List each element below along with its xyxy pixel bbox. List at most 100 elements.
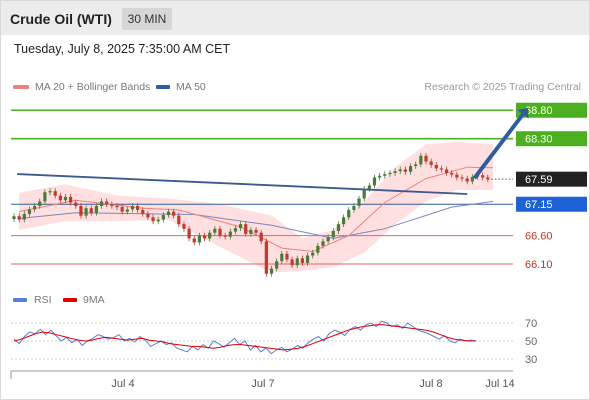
candle-body xyxy=(305,255,310,263)
candle-body xyxy=(455,174,459,178)
candle-body xyxy=(434,164,438,169)
instrument-title: Crude Oil (WTI) xyxy=(10,11,112,27)
candle-body xyxy=(233,228,238,232)
rsi-line xyxy=(13,320,477,355)
candle-body xyxy=(429,161,433,165)
candle-body xyxy=(239,224,243,229)
candle-body xyxy=(460,177,464,179)
candle-body xyxy=(445,169,449,173)
price-label-68-30: 68.30 xyxy=(525,134,553,146)
candle-body xyxy=(130,205,135,210)
candle-body xyxy=(347,209,351,218)
candle-body xyxy=(17,216,21,220)
candle-body xyxy=(424,155,428,162)
candle-body xyxy=(316,245,320,253)
candle-body xyxy=(141,209,145,214)
legend-rsi: RSI xyxy=(34,294,52,306)
candle-body xyxy=(372,177,377,186)
x-tick-label: Jul 14 xyxy=(485,378,514,390)
price-tag-67-59 xyxy=(516,171,587,187)
ma50-swatch-icon xyxy=(156,85,170,89)
x-tick-label: Jul 8 xyxy=(419,378,442,390)
candle-body xyxy=(38,201,42,206)
candle-body xyxy=(326,237,330,242)
candle-body xyxy=(408,166,413,172)
candle-body xyxy=(311,252,315,256)
candle-body xyxy=(388,172,392,175)
candle-body xyxy=(336,224,341,232)
rsi-tick-70: 70 xyxy=(525,318,537,330)
candle-body xyxy=(146,213,150,218)
candle-body xyxy=(197,235,201,243)
trendline xyxy=(17,173,468,195)
candle-body xyxy=(172,211,176,216)
candle-body xyxy=(300,258,304,263)
rsi-tick-50: 50 xyxy=(525,336,537,348)
candle-body xyxy=(414,164,418,167)
price-label-66-10: 66.10 xyxy=(525,259,553,271)
price-label-67-59: 67.59 xyxy=(525,174,553,186)
candle-body xyxy=(393,171,397,173)
candle-body xyxy=(89,208,93,213)
rsi-tick-30: 30 xyxy=(525,354,537,366)
candle-body xyxy=(218,228,222,236)
candle-body xyxy=(450,172,454,175)
candle-body xyxy=(259,232,263,242)
legend-ma50: MA 50 xyxy=(176,81,206,93)
candle-body xyxy=(419,155,423,165)
candle-body xyxy=(110,204,114,206)
candle-body xyxy=(367,185,371,189)
candle-body xyxy=(12,216,16,220)
candles xyxy=(12,152,490,277)
candle-body xyxy=(357,198,361,206)
candle-body xyxy=(74,202,78,206)
candle-body xyxy=(465,178,469,182)
candle-body xyxy=(470,176,474,182)
candle-body xyxy=(43,192,47,202)
candle-body xyxy=(342,217,346,225)
price-tag-68-30 xyxy=(516,131,587,147)
candle-body xyxy=(192,238,196,243)
candle-body xyxy=(177,215,181,225)
projection-arrow-shaft xyxy=(472,113,525,180)
timeframe-button[interactable]: 30 MIN xyxy=(122,8,172,30)
candle-body xyxy=(264,241,268,274)
candle-body xyxy=(208,232,212,239)
candle-body xyxy=(321,241,325,246)
x-tick-label: Jul 7 xyxy=(251,378,274,390)
candle-body xyxy=(79,205,83,216)
candle-body xyxy=(244,224,248,234)
candle-body xyxy=(94,205,98,213)
candle-body xyxy=(254,229,258,233)
rsi-swatch-icon xyxy=(13,298,27,302)
candle-body xyxy=(295,258,299,266)
candle-body xyxy=(486,177,490,180)
ma50-line xyxy=(19,200,494,239)
candle-body xyxy=(187,228,191,239)
x-tick-label: Jul 4 xyxy=(111,378,134,390)
candle-body xyxy=(403,169,407,172)
candle-body xyxy=(275,261,279,269)
candle-body xyxy=(69,196,73,203)
candle-body xyxy=(156,219,160,222)
candle-body xyxy=(378,175,382,178)
candle-body xyxy=(249,229,253,234)
price-label-66-60: 66.60 xyxy=(525,231,553,243)
candle-body xyxy=(213,228,217,233)
candle-body xyxy=(115,205,119,208)
candle-body xyxy=(48,191,52,193)
legend-ma20: MA 20 + Bollinger Bands xyxy=(35,81,151,93)
candle-body xyxy=(182,224,186,229)
rsi-ma9-line xyxy=(13,324,476,351)
price-tag-68-80 xyxy=(516,102,587,118)
credit-text: Research © 2025 Trading Central xyxy=(424,81,581,93)
candle-body xyxy=(120,207,124,212)
candle-body xyxy=(166,211,171,216)
candle-body xyxy=(58,195,62,201)
candle-body xyxy=(280,253,284,262)
candle-body xyxy=(290,259,294,266)
candle-body xyxy=(398,169,402,172)
candle-body xyxy=(352,205,356,210)
